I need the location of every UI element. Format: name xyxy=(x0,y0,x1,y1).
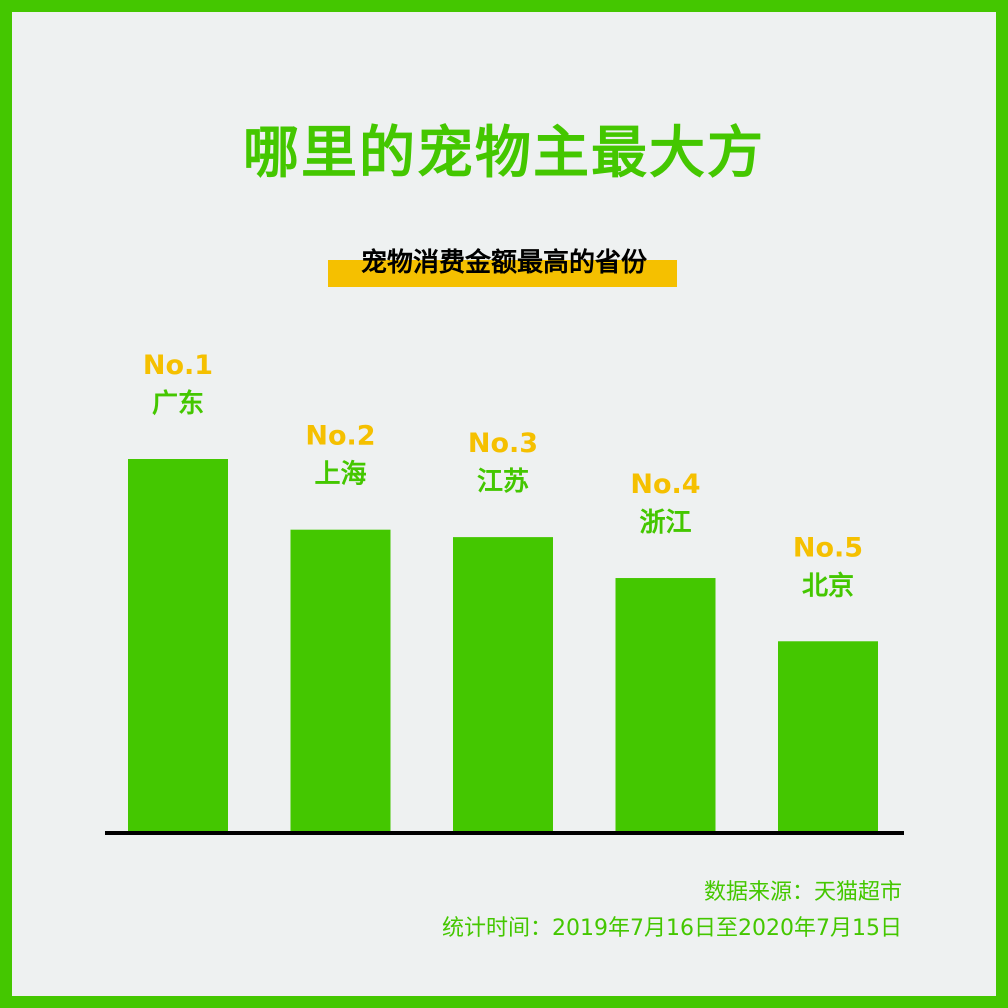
category-label-2: 上海 xyxy=(314,460,366,490)
category-label-5: 北京 xyxy=(802,570,854,601)
bar-3 xyxy=(453,537,553,831)
bar-4 xyxy=(615,578,716,831)
rank-label-4: No.4 xyxy=(630,469,700,500)
rank-label-1: No.1 xyxy=(143,350,213,381)
data-source: 数据来源：天猫超市 xyxy=(703,880,902,905)
chart-subtitle: 宠物消费金额最高的省份 xyxy=(360,248,647,278)
rank-label-2: No.2 xyxy=(305,421,375,452)
rank-label-5: No.5 xyxy=(793,532,863,563)
subtitle-highlight xyxy=(328,260,677,287)
category-label-3: 江苏 xyxy=(477,467,529,497)
chart-title: 哪里的宠物主最大方 xyxy=(243,121,765,186)
rank-label-3: No.3 xyxy=(468,428,538,459)
bar-1 xyxy=(128,459,228,831)
statistics-period: 统计时间：2019年7月16日至2020年7月15日 xyxy=(442,916,902,941)
category-label-1: 广东 xyxy=(152,388,204,419)
category-label-4: 浙江 xyxy=(639,508,691,538)
bar-5 xyxy=(778,641,878,831)
bar-2 xyxy=(290,529,391,831)
